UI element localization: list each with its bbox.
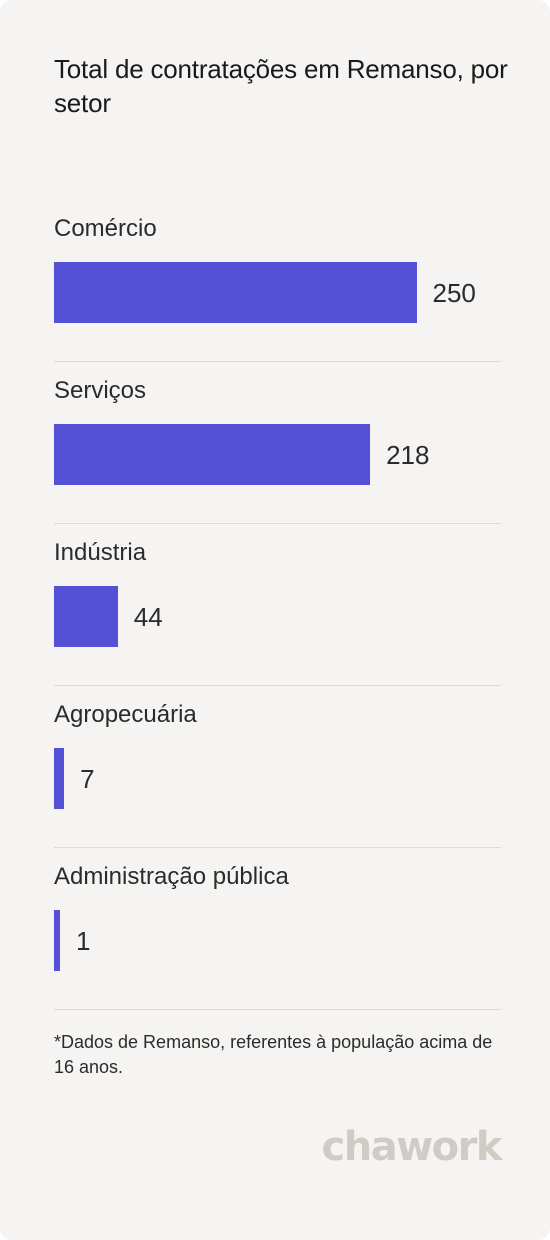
category-label: Indústria [54,539,147,566]
value-label: 1 [76,926,91,956]
value-label: 218 [386,440,430,470]
bar-row: Agropecuária 7 [54,686,501,848]
footnote: *Dados de Remanso, referentes à populaçã… [54,1032,493,1077]
category-label: Serviços [54,377,147,404]
bar-row: Serviços 218 [54,362,501,524]
value-label: 7 [80,764,95,794]
bar-row: Indústria 44 [54,524,501,686]
category-label: Agropecuária [54,701,197,728]
bar-row: Comércio 250 [54,200,501,362]
chart-title: Total de contratações em Remanso, por se… [54,54,508,118]
bar [54,262,417,323]
bar-list: Comércio 250 Serviços 218 Indústria 44 Agropec… [54,200,501,1010]
bar [54,748,65,809]
value-label: 44 [133,602,163,632]
category-label: Comércio [54,215,157,242]
brand-logo: chawork [321,1124,503,1170]
bar [54,910,60,971]
value-label: 250 [432,278,476,308]
bar [54,424,371,485]
category-label: Administração pública [54,863,289,890]
bar [54,586,118,647]
bar-row: Administração pública 1 [54,848,501,1010]
